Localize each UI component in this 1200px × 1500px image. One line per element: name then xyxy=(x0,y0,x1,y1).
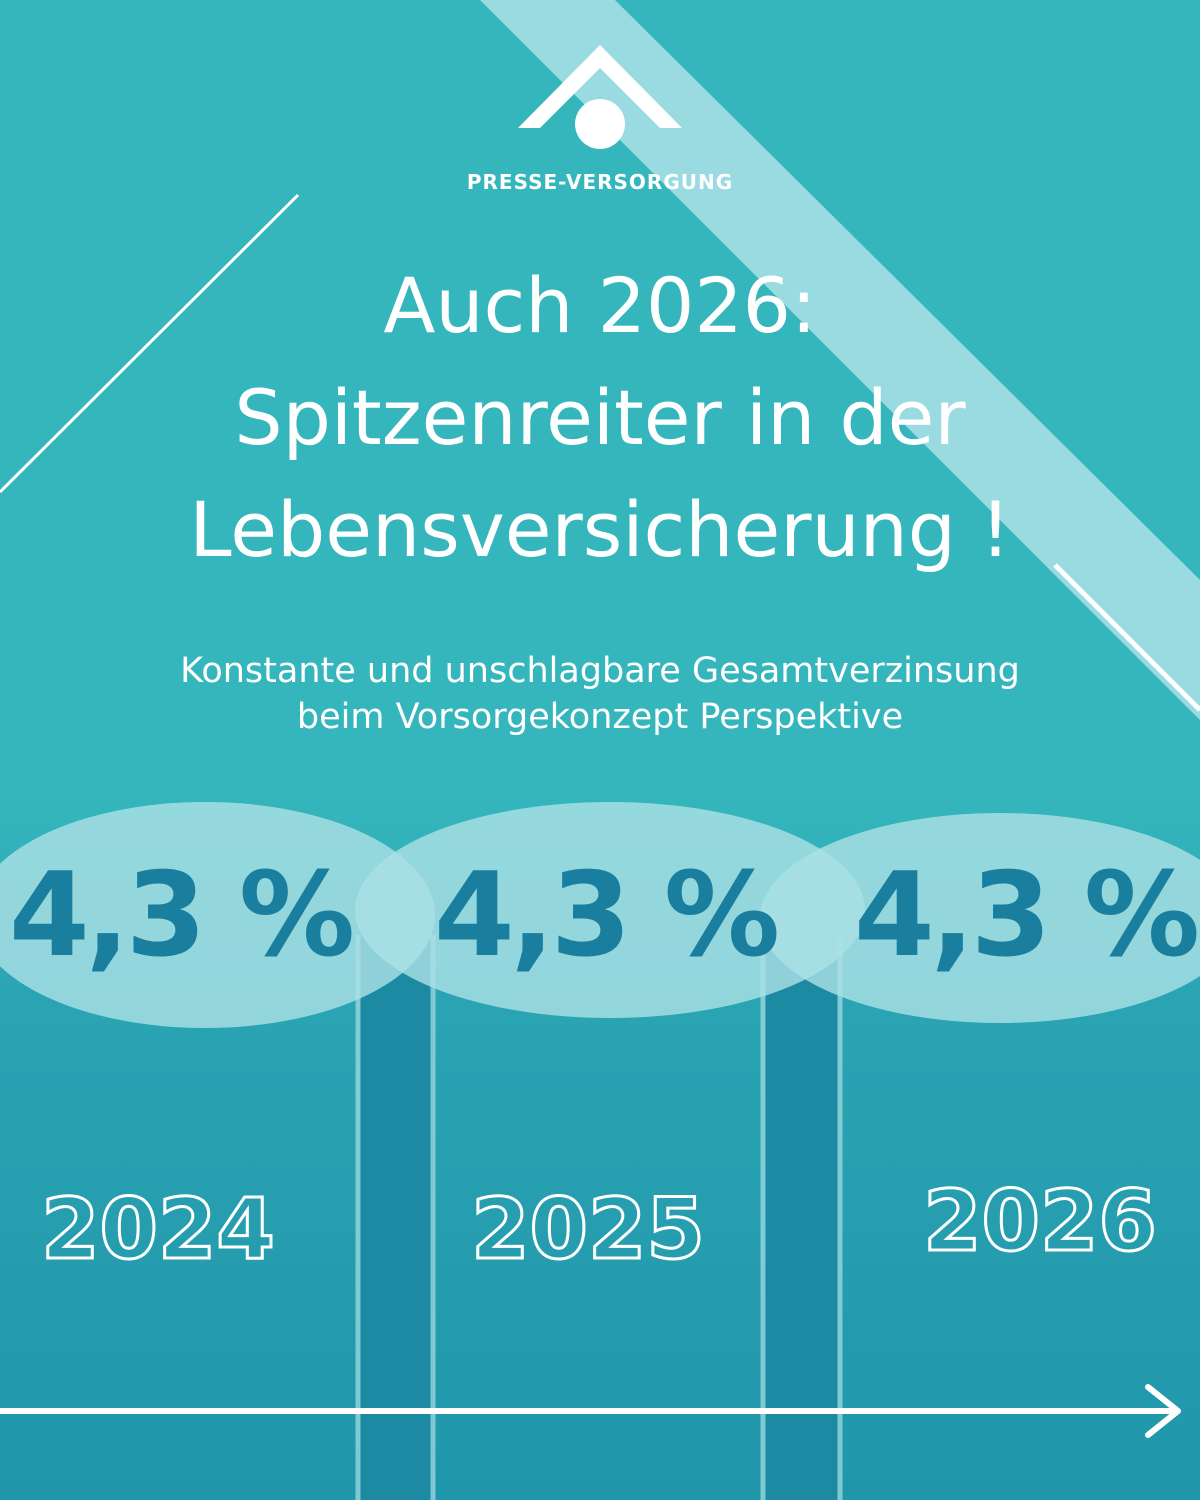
rate-2024: 4,3 % xyxy=(0,848,360,983)
subheadline-line-2: beim Vorsorgekonzept Perspektive xyxy=(0,694,1200,740)
subheadline: Konstante und unschlagbare Gesamtverzins… xyxy=(0,648,1200,740)
year-2024: 2024 xyxy=(8,1180,308,1278)
year-2025: 2025 xyxy=(438,1180,738,1278)
headline-line-1: Auch 2026: xyxy=(0,250,1200,362)
year-2026: 2026 xyxy=(890,1172,1190,1270)
headline: Auch 2026: Spitzenreiter in der Lebensve… xyxy=(0,250,1200,586)
timeline-column-1 xyxy=(360,935,433,1500)
brand-name: PRESSE-VERSORGUNG xyxy=(0,170,1200,194)
timeline-column-2 xyxy=(765,935,838,1500)
subheadline-line-1: Konstante und unschlagbare Gesamtverzins… xyxy=(0,648,1200,694)
headline-line-3: Lebensversicherung ! xyxy=(0,474,1200,586)
rate-2025: 4,3 % xyxy=(425,848,785,983)
rate-2026: 4,3 % xyxy=(845,848,1200,983)
headline-line-2: Spitzenreiter in der xyxy=(0,362,1200,474)
